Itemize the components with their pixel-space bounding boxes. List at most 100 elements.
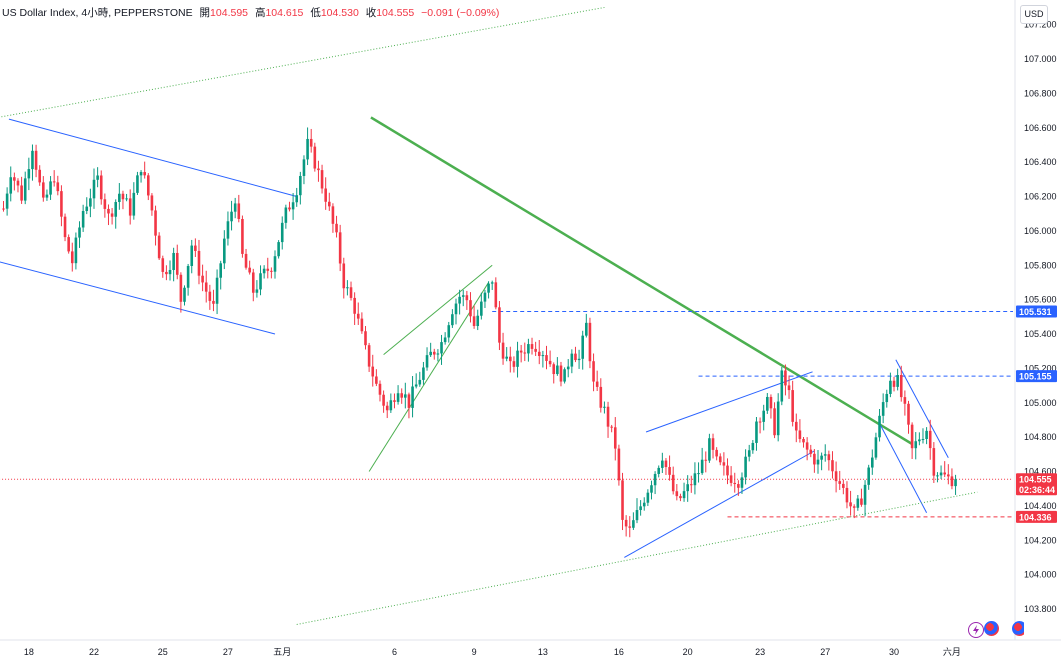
candle-body (867, 467, 870, 485)
candle-body (693, 473, 697, 486)
candle-body (563, 369, 566, 382)
candle-body (682, 491, 686, 499)
high-value: 104.615 (265, 7, 304, 19)
candle-body (280, 222, 284, 243)
candle-body (375, 376, 378, 384)
candle-body (443, 337, 447, 343)
candle-body (447, 325, 451, 338)
candle-body (751, 442, 755, 451)
high-label: 高 (254, 7, 266, 19)
candle-body (378, 383, 382, 395)
candle-body (179, 274, 183, 302)
candle-body (610, 426, 613, 428)
candle-body (411, 386, 414, 408)
candle-body (150, 195, 154, 211)
candle-body (436, 353, 440, 355)
low-label: 低 (310, 7, 321, 19)
price-badge (1016, 473, 1057, 496)
candle-body (121, 193, 125, 200)
close-label: 收 (365, 7, 377, 19)
candle-body (400, 393, 403, 398)
candle-body (534, 348, 537, 352)
candle-body (624, 519, 628, 527)
candle-body (143, 172, 146, 176)
candle-body (711, 438, 715, 450)
candle-body (183, 287, 186, 302)
candle-body (42, 182, 45, 198)
candle-body (230, 211, 233, 222)
trend-line (368, 282, 490, 472)
lightning-event-icon[interactable] (968, 622, 984, 638)
candle-body (715, 449, 718, 457)
candle-body (219, 263, 222, 278)
y-tick-label: 105.000 (1024, 398, 1057, 408)
us-flag-event-icon-2[interactable] (1012, 621, 1024, 636)
candle-body (223, 238, 226, 264)
candle-body (291, 202, 295, 210)
candle-body (56, 182, 60, 192)
x-tick-label: 9 (472, 647, 477, 657)
candle-body (346, 287, 349, 289)
trend-line (895, 359, 949, 458)
candle-body (939, 472, 943, 476)
candle-body (284, 207, 288, 223)
candle-body (794, 421, 798, 431)
candle-body (671, 474, 675, 492)
candle-body (950, 476, 954, 487)
candle-body (943, 472, 946, 475)
candle-body (690, 484, 693, 486)
candle-body (266, 268, 270, 271)
candle-body (708, 438, 711, 461)
candle-body (208, 291, 212, 301)
x-tick-label: 20 (683, 647, 693, 657)
y-tick-label: 104.000 (1024, 570, 1057, 580)
candle-body (226, 221, 230, 239)
currency-button[interactable]: USD (1020, 5, 1048, 24)
y-tick-label: 106.200 (1024, 192, 1057, 202)
candle-body (78, 227, 81, 238)
candle-body (85, 206, 89, 212)
candle-body (342, 263, 346, 289)
y-tick-label: 104.400 (1024, 501, 1057, 511)
candle-body (461, 295, 465, 297)
candle-body (125, 198, 128, 200)
drawings[interactable] (0, 6, 1013, 625)
candle-body (639, 506, 642, 511)
candle-body (791, 390, 794, 422)
candle-body (118, 193, 121, 202)
candle-body (766, 396, 769, 411)
candle-body (89, 198, 92, 207)
candle-body (194, 245, 197, 251)
us-flag-event-icon[interactable] (984, 621, 999, 636)
candle-body (494, 282, 498, 308)
candle-body (744, 456, 747, 478)
candle-body (896, 375, 899, 387)
price-badge-value: 105.155 (1019, 372, 1052, 382)
candle-body (197, 250, 201, 276)
candle-body (328, 201, 331, 207)
y-tick-label: 106.400 (1024, 157, 1057, 167)
candle-body (954, 479, 957, 487)
candle-body (324, 188, 327, 202)
symbol-title: US Dollar Index, 4小時, PEPPERSTONE (2, 7, 193, 19)
x-tick-label: 25 (158, 647, 168, 657)
candle-body (530, 344, 534, 349)
candle-body (45, 194, 49, 198)
open-label: 開 (199, 7, 211, 19)
candle-body (432, 351, 436, 355)
candle-body (679, 496, 682, 499)
candle-body (451, 314, 454, 326)
candle-body (657, 467, 661, 474)
candle-body (737, 484, 740, 488)
y-tick-label: 107.000 (1024, 54, 1057, 64)
candle-body (885, 393, 889, 403)
candle-body (780, 370, 784, 402)
candle-body (516, 350, 519, 367)
candle-body (74, 237, 78, 264)
candle-body (309, 138, 313, 147)
candle-body (454, 303, 458, 315)
trend-line (645, 371, 813, 433)
